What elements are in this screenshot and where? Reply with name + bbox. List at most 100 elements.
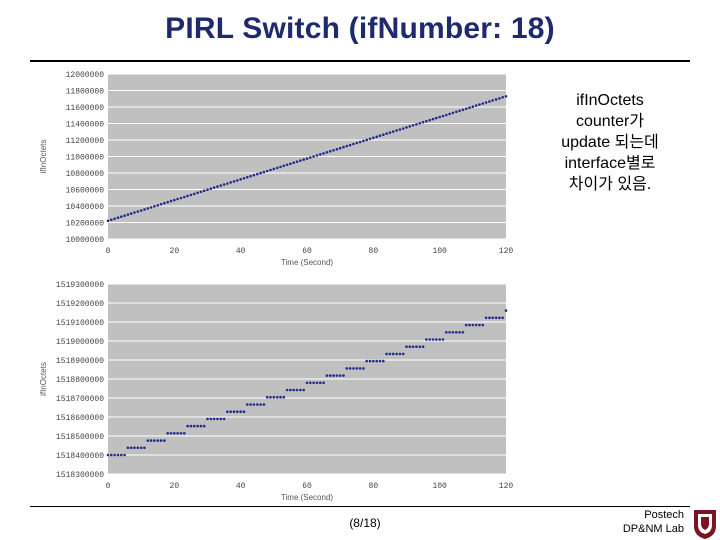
data-point <box>192 192 196 196</box>
data-point <box>209 187 213 190</box>
data-point <box>265 395 269 399</box>
data-point <box>484 101 488 104</box>
data-point <box>315 381 319 385</box>
data-point <box>239 178 242 181</box>
data-point <box>391 130 395 133</box>
y-axis-label: ifInOctets <box>39 140 48 174</box>
data-point <box>408 345 412 348</box>
y-tick-label: 11000000 <box>66 154 105 163</box>
data-point <box>179 432 183 435</box>
data-point <box>236 179 239 182</box>
data-point <box>494 316 498 320</box>
data-point <box>169 199 173 203</box>
data-point <box>435 338 438 341</box>
data-point <box>139 446 143 450</box>
y-tick-label: 11800000 <box>66 88 105 97</box>
note-line-2: counter가 <box>575 113 645 130</box>
x-tick-label: 100 <box>432 482 447 491</box>
data-point <box>438 338 442 341</box>
data-point <box>348 143 352 147</box>
data-point <box>159 202 163 206</box>
data-point <box>488 316 491 320</box>
footer-divider <box>30 506 690 507</box>
data-point <box>501 96 505 99</box>
data-point <box>458 331 461 334</box>
data-point <box>212 186 216 189</box>
data-point <box>365 138 369 142</box>
data-point <box>176 432 179 435</box>
y-tick-label: 10800000 <box>66 170 105 179</box>
data-point <box>173 198 176 202</box>
data-point <box>113 217 116 221</box>
data-point <box>481 323 485 327</box>
data-point <box>305 157 309 160</box>
data-point <box>385 132 388 135</box>
data-point <box>461 108 465 112</box>
y-tick-label: 1518300000 <box>56 471 104 480</box>
note-line-5: 차이가 있음. <box>568 176 652 193</box>
data-point <box>113 453 116 457</box>
data-point <box>196 424 199 428</box>
data-point <box>272 395 276 399</box>
lab-name: Postech DP&NM Lab <box>623 508 684 536</box>
data-point <box>431 338 435 341</box>
data-point <box>451 331 455 334</box>
data-point <box>431 117 435 121</box>
data-point <box>478 103 481 106</box>
data-point <box>375 359 379 363</box>
data-point <box>133 446 136 450</box>
data-point <box>491 99 495 102</box>
data-point <box>355 141 359 145</box>
data-point <box>106 453 110 457</box>
y-tick-label: 12000000 <box>66 71 105 80</box>
data-point <box>179 196 183 200</box>
data-point <box>474 323 478 327</box>
data-point <box>478 323 481 327</box>
data-point <box>388 131 392 134</box>
data-point <box>428 118 432 122</box>
data-point <box>458 109 461 113</box>
data-point <box>441 338 445 341</box>
x-tick-label: 100 <box>432 247 447 256</box>
data-point <box>143 208 146 211</box>
data-point <box>315 154 319 157</box>
data-point <box>382 359 385 363</box>
data-point <box>249 403 252 406</box>
data-point <box>149 206 153 209</box>
data-point <box>464 107 468 110</box>
page-number: (8/18) <box>349 516 381 530</box>
data-point <box>468 323 471 327</box>
data-point <box>421 345 425 348</box>
data-point <box>441 114 445 118</box>
data-point <box>411 345 415 348</box>
data-point <box>352 367 355 370</box>
data-point <box>408 125 412 128</box>
data-point <box>335 374 339 377</box>
y-tick-label: 10600000 <box>66 187 105 196</box>
data-point <box>302 158 306 161</box>
data-point <box>206 417 209 421</box>
data-point <box>192 424 196 428</box>
note-line-3: update 되는데 <box>561 134 659 151</box>
data-point <box>474 104 478 107</box>
data-point <box>504 95 508 98</box>
data-point <box>129 212 133 215</box>
data-point <box>504 309 508 312</box>
data-point <box>338 374 342 377</box>
data-point <box>199 424 203 428</box>
data-point <box>116 216 120 219</box>
data-point <box>451 111 455 115</box>
y-tick-label: 11200000 <box>66 137 105 146</box>
y-tick-label: 1519300000 <box>56 281 104 290</box>
data-point <box>202 424 206 428</box>
data-point <box>246 175 249 179</box>
y-tick-label: 1519000000 <box>56 338 104 347</box>
data-point <box>219 417 223 421</box>
data-point <box>166 432 169 435</box>
data-point <box>285 163 289 167</box>
data-point <box>372 136 375 140</box>
x-axis-label: Time (Second) <box>281 493 334 502</box>
data-point <box>398 128 402 131</box>
data-point <box>488 100 491 103</box>
data-point <box>269 168 272 172</box>
